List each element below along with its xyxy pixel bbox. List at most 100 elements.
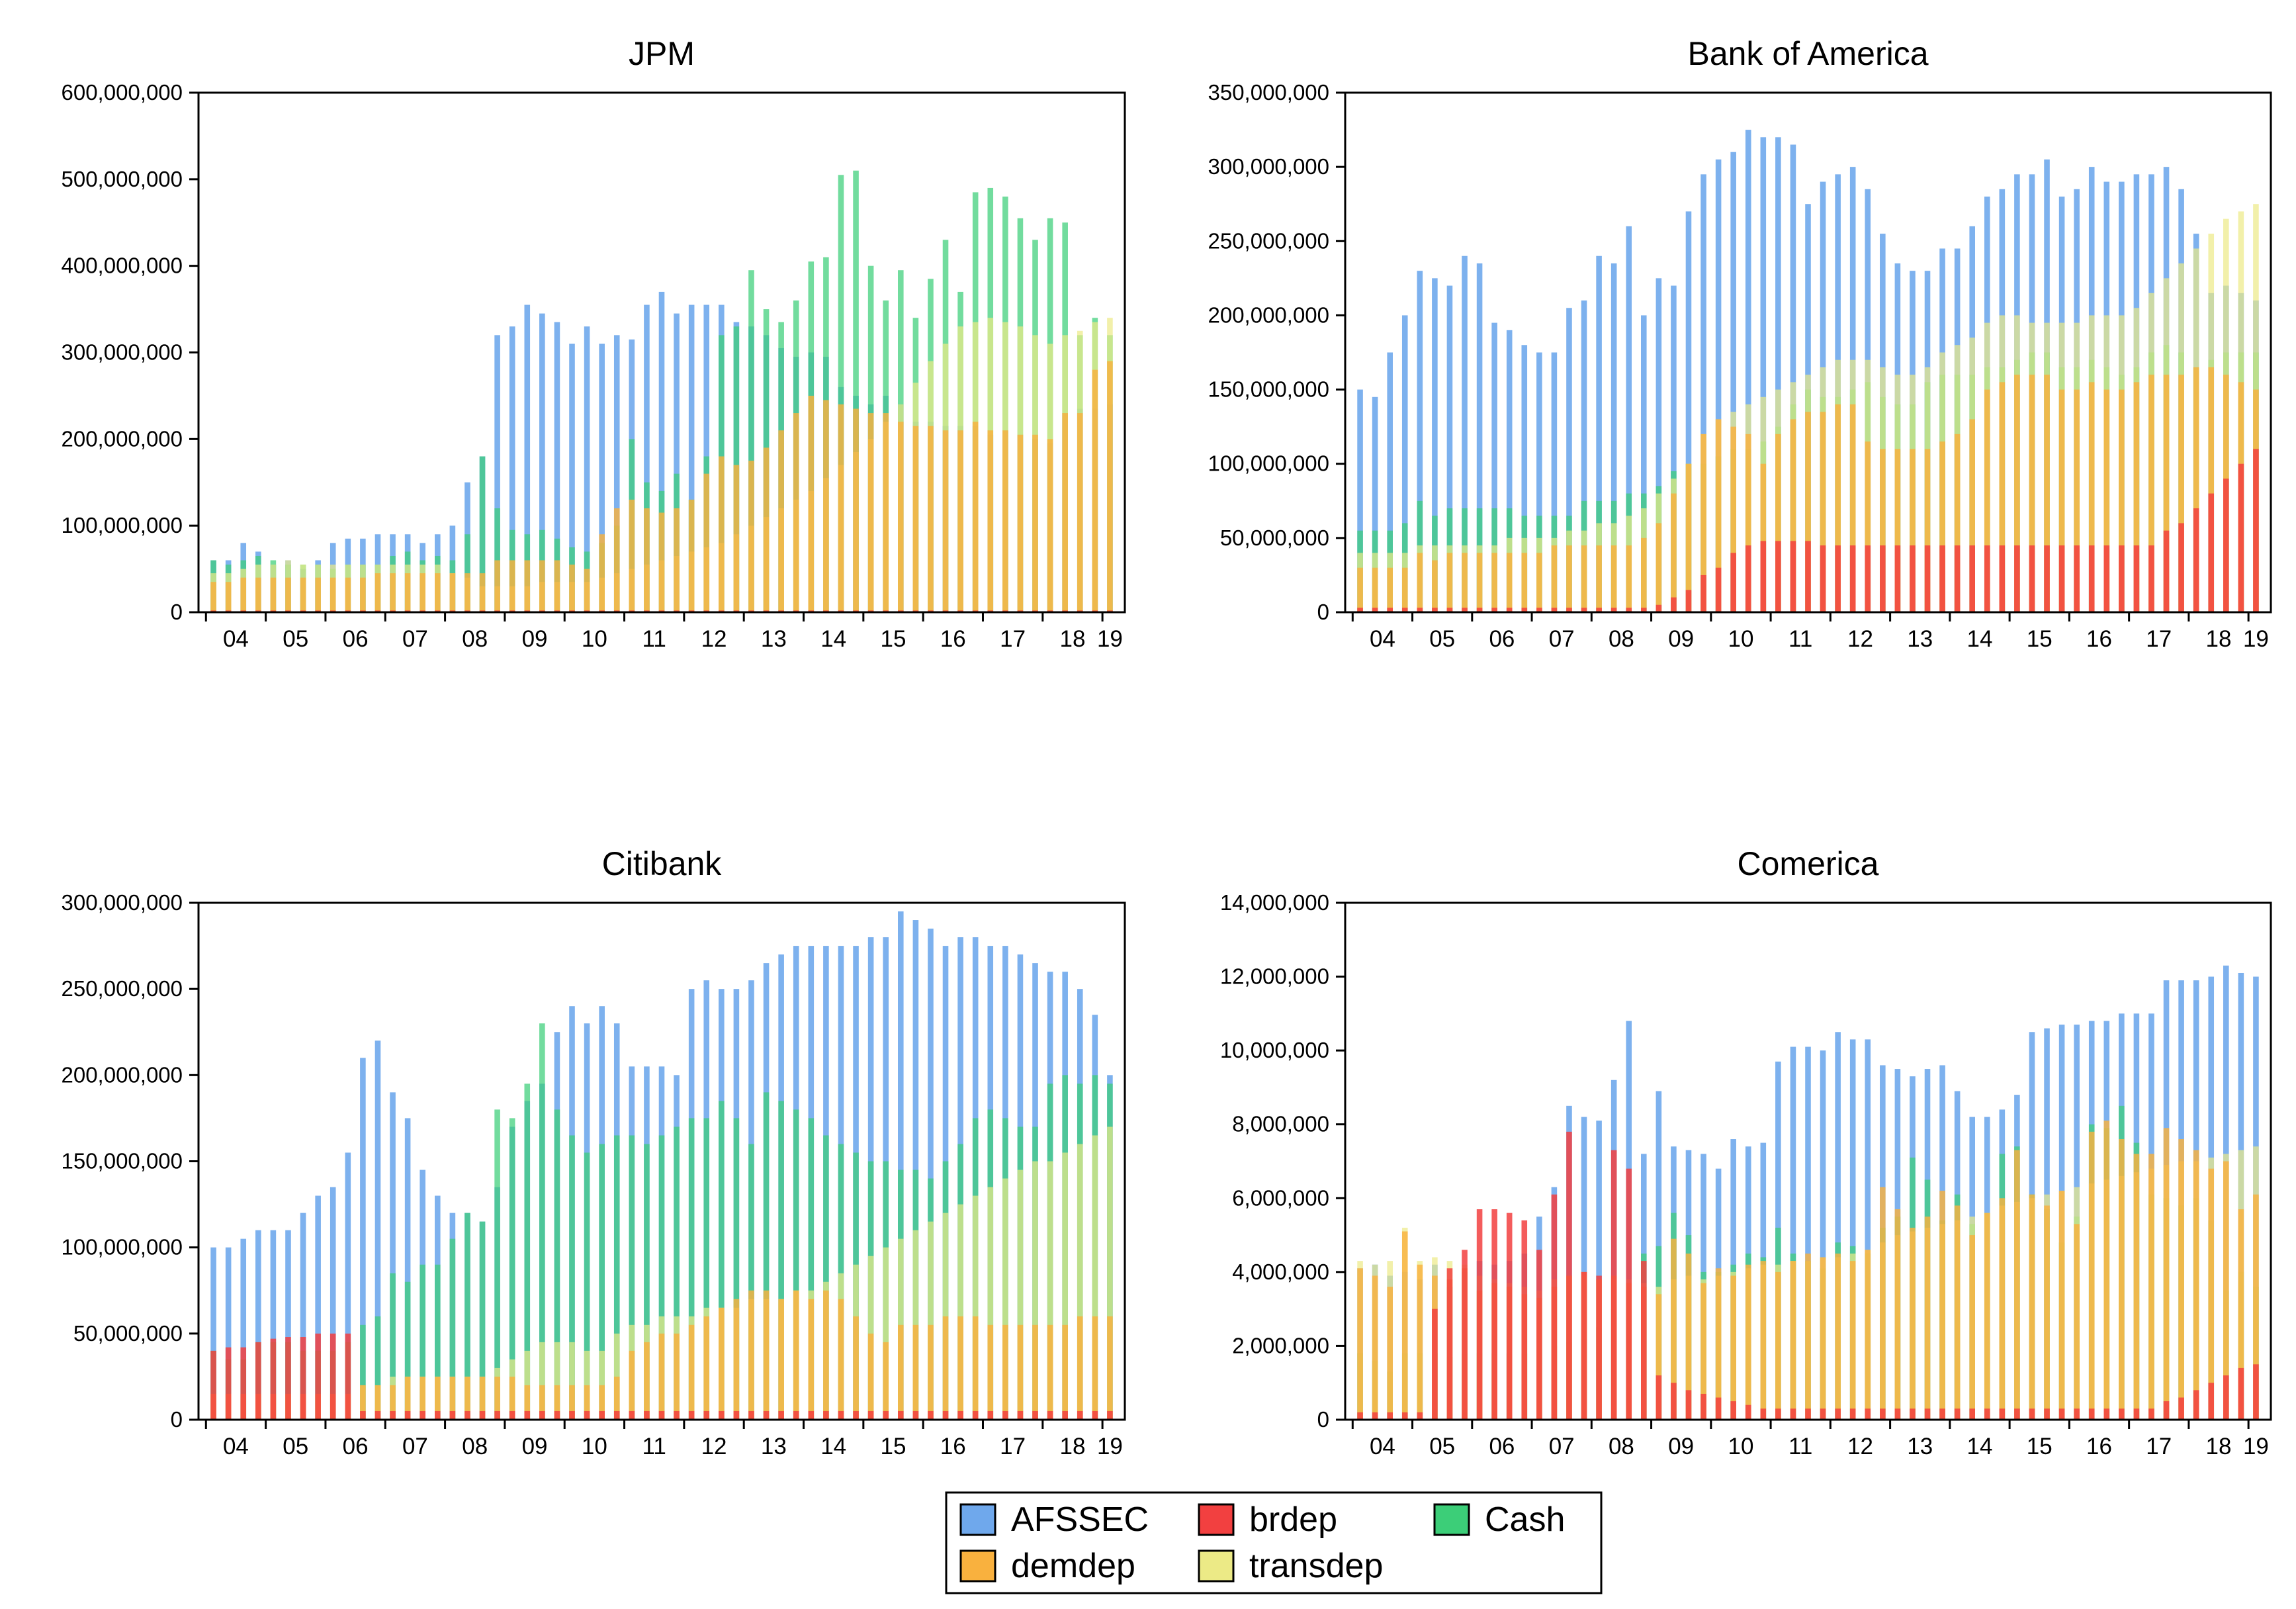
legend-box [945, 1491, 1603, 1594]
bar-afssec [584, 326, 590, 612]
x-tick-label: 16 [2086, 626, 2112, 652]
bar-brdep [1805, 541, 1811, 612]
bar-afssec [240, 1238, 247, 1420]
chart-title: Comerica [1738, 845, 1879, 882]
x-tick-label: 06 [343, 626, 369, 652]
bar-demdep [1835, 1253, 1841, 1420]
bar-demdep [808, 1299, 815, 1420]
y-tick-label: 200,000,000 [61, 1062, 183, 1087]
bar-brdep [1715, 1397, 1722, 1420]
bar-demdep [1865, 1250, 1871, 1420]
y-tick-label: 12,000,000 [1220, 964, 1329, 989]
bar-demdep [867, 1333, 874, 1420]
x-tick-label: 11 [1788, 1434, 1812, 1459]
bar-brdep [2148, 1408, 2154, 1420]
bar-demdep [554, 1385, 560, 1420]
bar-afssec [1775, 137, 1781, 613]
bar-brdep [1790, 541, 1796, 612]
bar-demdep [1387, 1287, 1393, 1420]
bar-demdep [2058, 1191, 2065, 1420]
bar-brdep [1671, 1383, 1677, 1420]
legend-label-afssec: AFSSEC [1011, 1500, 1149, 1539]
x-tick-label: 08 [462, 626, 488, 652]
bar-brdep [1999, 545, 2006, 612]
legend-swatch-cash [1433, 1503, 1470, 1536]
bar-afssec [1835, 1032, 1841, 1420]
bar-brdep [2088, 545, 2095, 612]
bar-demdep [2044, 375, 2050, 612]
bar-cash [554, 1109, 560, 1420]
legend-label-transdep: transdep [1249, 1547, 1383, 1585]
bar-demdep [554, 560, 560, 612]
x-tick-label: 04 [1370, 626, 1395, 652]
bar-demdep [1999, 382, 2006, 612]
bar-brdep [778, 1410, 784, 1420]
bars [1357, 130, 2259, 613]
bar-brdep [1032, 1410, 1038, 1420]
bar-demdep [1745, 434, 1751, 612]
bar-demdep [1626, 545, 1632, 612]
x-tick-label: 16 [940, 1434, 966, 1459]
bar-brdep [1820, 1408, 1826, 1420]
bar-afssec [613, 335, 620, 612]
x-tick-label: 07 [402, 626, 428, 652]
bar-afssec [1760, 137, 1767, 613]
bar-demdep [719, 1307, 725, 1420]
bar-transdep [1107, 1126, 1113, 1420]
bar-demdep [1685, 463, 1692, 612]
bar-cash [404, 1281, 411, 1420]
bar-brdep [763, 1410, 770, 1420]
bar-brdep [853, 1410, 859, 1420]
x-tick-label: 09 [522, 1434, 548, 1459]
bar-demdep [1401, 567, 1408, 612]
bar-cash [793, 1109, 799, 1420]
bar-demdep [1462, 553, 1468, 612]
bar-brdep [1047, 1410, 1053, 1420]
bar-afssec [300, 1213, 306, 1420]
bar-brdep [1775, 1408, 1781, 1420]
bar-brdep [1939, 1408, 1945, 1420]
bar-brdep [1491, 1209, 1497, 1420]
bar-demdep [942, 1316, 949, 1420]
bar-brdep [1910, 545, 1916, 612]
bar-cash [360, 1324, 366, 1420]
bar-demdep [1047, 439, 1053, 612]
bar-brdep [2103, 545, 2110, 612]
bar-brdep [2178, 523, 2184, 612]
x-tick-label: 04 [223, 1434, 249, 1459]
bar-demdep [524, 560, 531, 612]
bar-brdep [1700, 1393, 1706, 1420]
bar-demdep [703, 473, 710, 612]
bar-demdep [987, 430, 994, 612]
bar-afssec [509, 326, 515, 612]
x-tick-label: 13 [1907, 1434, 1933, 1459]
bar-demdep [2178, 1139, 2184, 1420]
bar-demdep [569, 565, 575, 612]
bar-demdep [613, 508, 620, 612]
bar-cash [419, 1264, 425, 1420]
chart-panel-0: JPM 0 100,000,000 200,000,000 300,000,000 400… [61, 35, 1126, 652]
bar-demdep [1760, 1261, 1767, 1420]
bar-demdep [240, 577, 247, 612]
bar-brdep [1551, 1194, 1558, 1420]
bar-demdep [1357, 1268, 1363, 1420]
bar-demdep [658, 1333, 665, 1420]
bar-demdep [644, 1342, 650, 1420]
bar-demdep [1790, 419, 1796, 612]
bar-demdep [1032, 1324, 1038, 1420]
y-tick-label: 200,000,000 [1208, 302, 1329, 327]
bar-demdep [1506, 553, 1513, 612]
bar-demdep [1671, 1238, 1677, 1420]
legend-swatch-demdep [959, 1549, 996, 1583]
bar-brdep [2238, 463, 2244, 612]
bar-brdep [1969, 545, 1975, 612]
x-tick-label: 14 [820, 626, 846, 652]
bar-demdep [1417, 553, 1423, 612]
x-tick-label: 05 [1429, 1434, 1455, 1459]
bar-cash [464, 1213, 470, 1420]
x-tick-label: 18 [1059, 1434, 1085, 1459]
bar-transdep [1017, 1170, 1024, 1420]
y-tick-label: 0 [1317, 1407, 1329, 1432]
bar-demdep [1910, 449, 1916, 612]
